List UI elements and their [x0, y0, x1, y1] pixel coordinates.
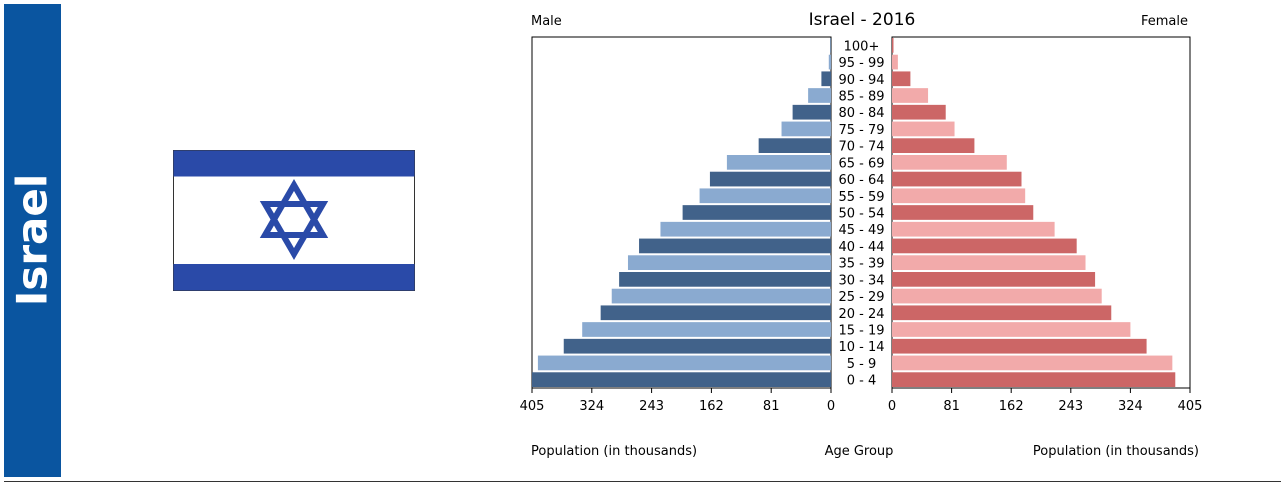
female-bar: [892, 221, 1055, 237]
male-bar: [600, 305, 831, 321]
male-x-tick-label: 324: [579, 399, 604, 414]
female-bar: [892, 188, 1026, 204]
male-bar: [627, 255, 831, 270]
male-bar: [709, 171, 831, 187]
male-bar: [758, 138, 831, 153]
age-group-tick-label: 30 - 34: [838, 273, 884, 288]
age-group-tick-label: 100+: [844, 39, 880, 54]
male-bar: [781, 121, 831, 137]
age-group-tick-label: 40 - 44: [838, 240, 884, 255]
female-bar: [892, 355, 1173, 371]
female-bar: [892, 171, 1022, 187]
female-bar: [892, 54, 898, 70]
male-x-tick-label: 162: [699, 399, 724, 414]
female-bar: [892, 255, 1086, 270]
male-bar: [537, 355, 831, 371]
age-group-label: Age Group: [825, 444, 894, 459]
age-group-tick-label: 60 - 64: [838, 173, 884, 188]
star-of-david-icon: [259, 179, 329, 260]
male-bar: [532, 372, 831, 387]
flag-top-stripe: [173, 150, 415, 177]
female-bar: [892, 71, 911, 87]
age-group-tick-label: 5 - 9: [847, 357, 877, 372]
female-bar: [892, 104, 946, 120]
female-x-tick-label: 162: [999, 399, 1024, 414]
male-bar: [726, 155, 831, 170]
male-x-tick-label: 0: [827, 399, 835, 414]
age-group-tick-label: 15 - 19: [838, 324, 884, 339]
age-group-tick-label: 35 - 39: [838, 257, 884, 272]
male-bar: [699, 188, 831, 204]
male-bar: [682, 205, 831, 220]
chart-title: Israel - 2016: [809, 10, 916, 30]
female-x-tick-label: 405: [1178, 399, 1203, 414]
male-bar: [792, 104, 831, 120]
age-group-tick-label: 70 - 74: [838, 140, 884, 155]
male-x-tick-label: 405: [520, 399, 545, 414]
female-bar: [892, 138, 975, 153]
female-bar: [892, 338, 1147, 354]
female-bar: [892, 88, 929, 103]
male-bar: [619, 272, 831, 287]
male-x-tick-label: 243: [639, 399, 664, 414]
male-x-tick-label: 81: [763, 399, 780, 414]
female-header: Female: [1141, 14, 1188, 29]
age-group-tick-label: 65 - 69: [838, 156, 884, 171]
age-group-tick-label: 0 - 4: [847, 374, 877, 389]
age-group-tick-label: 75 - 79: [838, 123, 884, 138]
age-group-tick-label: 90 - 94: [838, 73, 884, 88]
male-header: Male: [531, 14, 562, 29]
female-bar: [892, 305, 1112, 321]
age-group-tick-label: 95 - 99: [838, 56, 884, 71]
flag-bottom-stripe: [173, 264, 415, 291]
female-bar: [892, 38, 894, 53]
male-bar: [808, 88, 831, 103]
age-group-tick-label: 10 - 14: [838, 340, 884, 355]
age-group-tick-label: 55 - 59: [838, 190, 884, 205]
bottom-rule: [4, 481, 1281, 482]
male-bar: [582, 322, 831, 337]
age-group-tick-label: 50 - 54: [838, 207, 884, 222]
male-x-axis-label: Population (in thousands): [531, 444, 697, 459]
age-group-tick-label: 45 - 49: [838, 223, 884, 238]
male-bar: [639, 238, 831, 254]
female-x-tick-label: 81: [943, 399, 960, 414]
age-group-tick-label: 85 - 89: [838, 90, 884, 105]
age-group-tick-label: 80 - 84: [838, 106, 884, 121]
male-bar: [830, 38, 831, 53]
female-bar: [892, 322, 1131, 337]
female-bar: [892, 121, 955, 137]
female-bar: [892, 155, 1007, 170]
female-bar: [892, 288, 1102, 304]
male-bar: [660, 221, 831, 237]
female-x-tick-label: 243: [1058, 399, 1083, 414]
female-bar: [892, 272, 1096, 287]
female-x-tick-label: 0: [888, 399, 896, 414]
age-group-tick-label: 20 - 24: [838, 307, 884, 322]
side-band: [4, 4, 61, 477]
age-group-tick-label: 25 - 29: [838, 290, 884, 305]
male-bar: [611, 288, 831, 304]
male-bar: [563, 338, 831, 354]
female-bar: [892, 372, 1176, 387]
israel-flag: [173, 150, 415, 291]
female-bar: [892, 238, 1077, 254]
female-x-axis-label: Population (in thousands): [1033, 444, 1199, 459]
male-bar: [821, 71, 831, 87]
female-bar: [892, 205, 1034, 220]
female-x-tick-label: 324: [1118, 399, 1143, 414]
male-bar: [828, 54, 831, 70]
